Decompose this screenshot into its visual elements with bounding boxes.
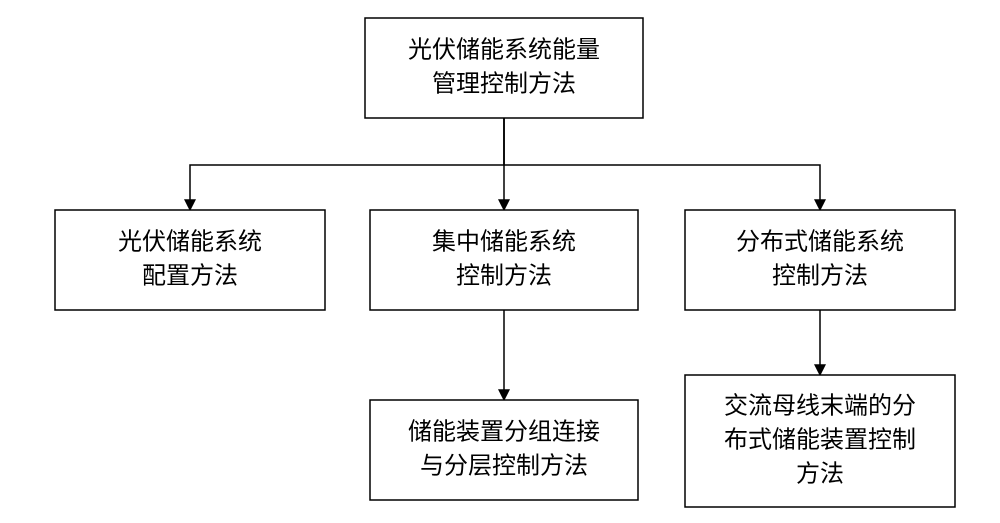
node-left2-box <box>55 210 325 310</box>
node-mid2: 集中储能系统控制方法 <box>370 210 638 310</box>
node-right3-line-1: 布式储能装置控制 <box>724 426 916 453</box>
node-right3-line-2: 方法 <box>796 460 844 487</box>
flowchart: 光伏储能系统能量管理控制方法光伏储能系统配置方法集中储能系统控制方法分布式储能系… <box>0 0 1000 523</box>
node-left2-line-0: 光伏储能系统 <box>118 228 262 255</box>
node-right3: 交流母线末端的分布式储能装置控制方法 <box>685 375 955 507</box>
edge-top-left2 <box>190 118 504 210</box>
edge-top-right2 <box>504 118 820 210</box>
node-mid2-line-0: 集中储能系统 <box>432 228 576 255</box>
node-top-line-1: 管理控制方法 <box>432 70 576 97</box>
node-top-box <box>365 18 643 118</box>
node-right2-line-1: 控制方法 <box>772 262 868 289</box>
node-left2-line-1: 配置方法 <box>142 262 238 289</box>
node-top: 光伏储能系统能量管理控制方法 <box>365 18 643 118</box>
node-left2: 光伏储能系统配置方法 <box>55 210 325 310</box>
node-top-line-0: 光伏储能系统能量 <box>408 36 600 63</box>
node-right2: 分布式储能系统控制方法 <box>685 210 955 310</box>
node-right2-line-0: 分布式储能系统 <box>736 228 904 255</box>
node-mid2-box <box>370 210 638 310</box>
nodes: 光伏储能系统能量管理控制方法光伏储能系统配置方法集中储能系统控制方法分布式储能系… <box>55 18 955 507</box>
node-mid3-line-1: 与分层控制方法 <box>420 452 588 479</box>
node-right2-box <box>685 210 955 310</box>
node-right3-line-0: 交流母线末端的分 <box>724 392 916 419</box>
node-mid2-line-1: 控制方法 <box>456 262 552 289</box>
node-mid3: 储能装置分组连接与分层控制方法 <box>370 400 638 500</box>
node-mid3-line-0: 储能装置分组连接 <box>408 418 600 445</box>
node-mid3-box <box>370 400 638 500</box>
